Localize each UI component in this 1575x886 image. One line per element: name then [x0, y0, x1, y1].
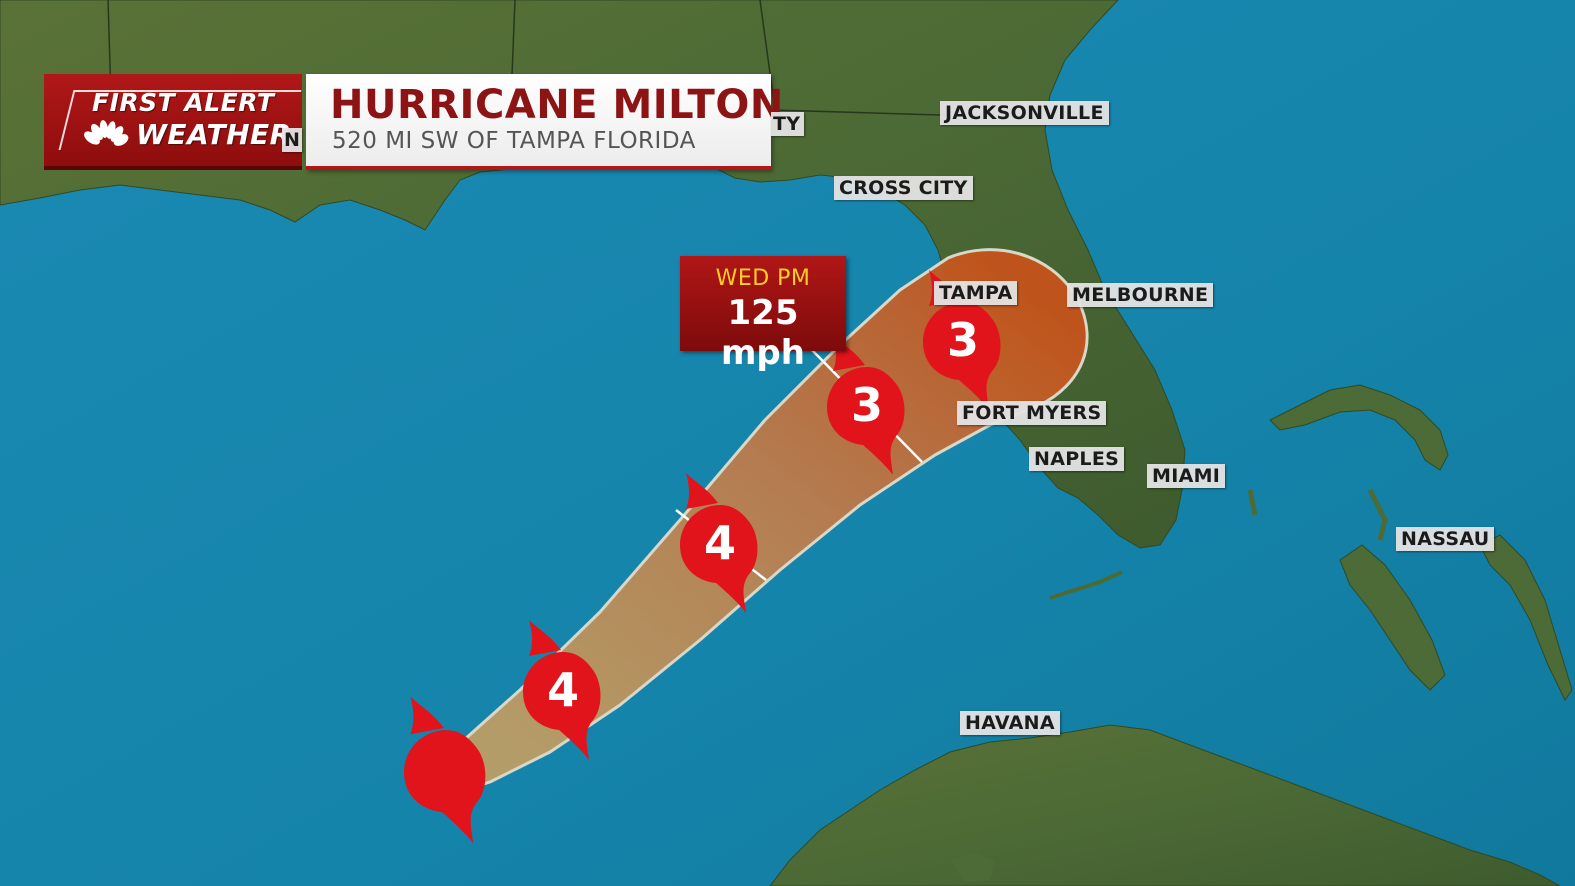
brand-line-1: FIRST ALERT	[92, 88, 275, 117]
hurricane-icon: 4	[680, 473, 758, 613]
bahamas-eleuthera	[1479, 534, 1573, 701]
brand-line-2: WEATHER	[136, 118, 292, 151]
city-label-partial-right: TY	[771, 112, 805, 136]
city-label-partial-left: N	[282, 128, 303, 152]
city-label-naples: NAPLES	[1029, 447, 1125, 471]
city-label-cross-city: CROSS CITY	[834, 176, 973, 200]
forecast-callout: WED PM 125 mph	[680, 256, 846, 373]
city-label-miami: MIAMI	[1147, 464, 1226, 488]
bahamas-bimini	[1247, 488, 1388, 541]
forecast-time: WED PM	[715, 266, 811, 291]
city-label-jacksonville: JACKSONVILLE	[940, 101, 1109, 125]
city-label-fort-myers: FORT MYERS	[957, 401, 1107, 425]
hurricane-icon	[404, 696, 486, 844]
bahamas-andros	[1339, 544, 1446, 691]
hurricane-category-label: 3	[851, 378, 883, 432]
hurricane-icon: 3	[923, 270, 1001, 410]
hurricane-icon: 4	[523, 620, 601, 760]
hurricane-shape	[680, 473, 758, 613]
hurricane-shape	[404, 696, 486, 844]
forecast-wind-speed: 125 mph	[721, 293, 805, 373]
headline-panel: HURRICANE MILTON 520 MI SW OF TAMPA FLOR…	[306, 74, 783, 170]
city-label-nassau: NASSAU	[1396, 527, 1495, 551]
hurricane-shape	[923, 270, 1001, 410]
nbc-peacock-icon	[84, 120, 129, 146]
storm-location: 520 MI SW OF TAMPA FLORIDA	[332, 128, 696, 154]
hurricane-icon: 3	[827, 335, 905, 475]
city-label-melbourne: MELBOURNE	[1067, 283, 1214, 307]
hurricane-category-label: 4	[704, 516, 736, 570]
bahamas-abaco	[1269, 384, 1449, 471]
hurricane-shape	[827, 335, 905, 475]
first-alert-weather-logo: FIRST ALERT WEATHER	[44, 74, 302, 170]
hurricane-shape	[523, 620, 601, 760]
storm-title: HURRICANE MILTON	[330, 82, 784, 128]
cuba	[769, 724, 1561, 886]
isle-of-youth	[950, 852, 995, 882]
florida-keys	[1049, 570, 1123, 600]
city-label-tampa: TAMPA	[934, 281, 1018, 305]
city-label-havana: HAVANA	[960, 711, 1060, 735]
hurricane-category-label: 3	[947, 313, 979, 367]
hurricane-category-label: 4	[547, 663, 579, 717]
